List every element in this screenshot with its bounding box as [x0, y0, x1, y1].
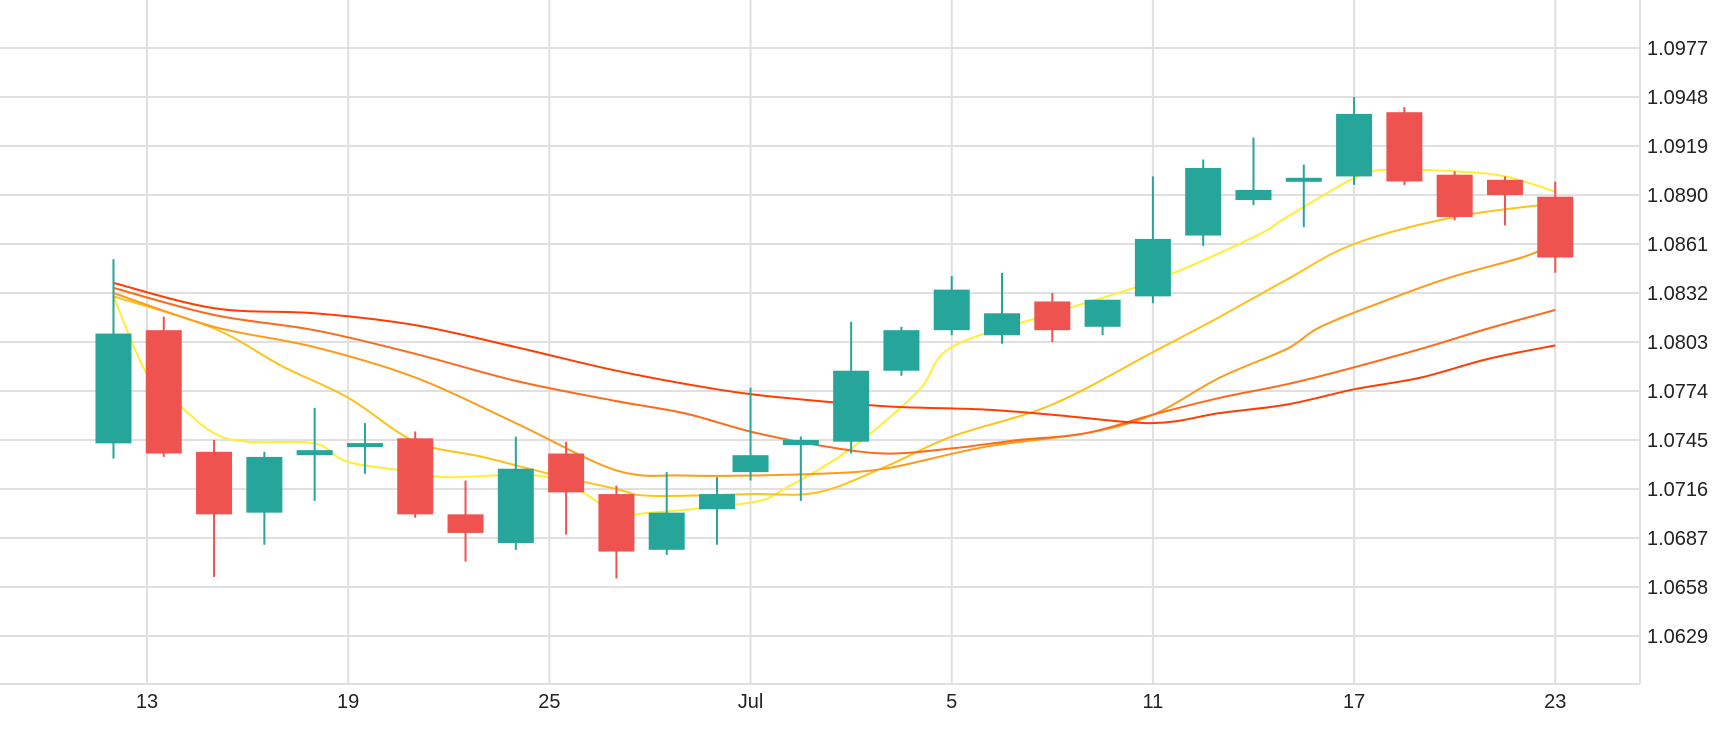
candle-body — [246, 456, 283, 513]
x-tick-label: 13 — [136, 691, 158, 713]
candle-body — [346, 443, 383, 448]
y-tick-label: 1.0890 — [1647, 185, 1708, 207]
candle-body — [933, 289, 970, 331]
candle-down — [1436, 171, 1473, 221]
candle-body — [598, 494, 635, 552]
candle-body — [1185, 167, 1222, 236]
y-tick-label: 1.0658 — [1647, 577, 1708, 599]
candle-body — [782, 440, 819, 446]
moving-average-line — [113, 202, 1556, 497]
candle-body — [145, 330, 182, 454]
candle-body — [1486, 179, 1523, 195]
candle-up — [1336, 97, 1373, 185]
candle-up — [984, 272, 1021, 344]
y-tick-label: 1.0948 — [1647, 87, 1708, 109]
candle-down — [145, 316, 182, 457]
candle-up — [1185, 159, 1222, 246]
candle-body — [397, 438, 434, 515]
candle-up — [1285, 164, 1322, 228]
candle-up — [699, 477, 736, 545]
candle-up — [933, 276, 970, 336]
candle-up — [732, 387, 769, 481]
moving-average-line — [113, 243, 1556, 477]
candle-body — [984, 313, 1021, 336]
candle-body — [1134, 238, 1171, 297]
candle-body — [699, 494, 736, 510]
y-tick-label: 1.0687 — [1647, 528, 1708, 550]
candle-body — [196, 451, 233, 515]
candles — [95, 97, 1574, 579]
candle-body — [648, 512, 685, 550]
candle-up — [497, 436, 534, 550]
candle-body — [1235, 189, 1272, 201]
candle-body — [1537, 196, 1574, 258]
candle-up — [296, 407, 333, 501]
y-tick-label: 1.0977 — [1647, 38, 1708, 60]
candle-body — [548, 453, 585, 493]
candle-body — [1034, 301, 1071, 331]
x-tick-label: 25 — [538, 691, 560, 713]
candle-body — [1386, 112, 1423, 182]
candle-down — [447, 480, 484, 562]
candle-body — [447, 514, 484, 533]
candle-down — [548, 441, 585, 535]
candle-up — [346, 423, 383, 474]
y-tick-label: 1.0803 — [1647, 332, 1708, 354]
candle-body — [833, 370, 870, 442]
axis-labels: 1.0977 1.0948 1.0919 1.0890 1.0861 1.0832 1.08… — [136, 38, 1708, 713]
candle-body — [1285, 177, 1322, 182]
y-tick-label: 1.0745 — [1647, 430, 1708, 452]
x-tick-label: Jul — [738, 691, 764, 713]
candle-body — [1084, 299, 1121, 327]
candle-down — [196, 440, 233, 577]
x-tick-label: 5 — [946, 691, 957, 713]
candle-up — [883, 326, 920, 376]
x-tick-label: 23 — [1544, 691, 1566, 713]
y-tick-label: 1.0861 — [1647, 234, 1708, 256]
candle-down — [1386, 107, 1423, 185]
candle-up — [1084, 299, 1121, 336]
candle-body — [95, 333, 132, 444]
candle-down — [1034, 293, 1071, 342]
candle-body — [883, 330, 920, 371]
grid-lines — [0, 0, 1641, 685]
x-tick-label: 11 — [1143, 691, 1164, 713]
y-tick-label: 1.0919 — [1647, 136, 1708, 158]
candle-body — [1436, 174, 1473, 217]
y-tick-label: 1.0832 — [1647, 283, 1708, 305]
x-tick-label: 19 — [337, 691, 359, 713]
candle-down — [397, 431, 434, 518]
y-tick-label: 1.0629 — [1647, 626, 1708, 648]
candle-body — [296, 450, 333, 456]
x-tick-label: 17 — [1343, 691, 1365, 713]
candle-body — [497, 468, 534, 544]
moving-average-line — [113, 281, 1556, 425]
candle-down — [1537, 181, 1574, 273]
candle-down — [1486, 176, 1523, 226]
candle-up — [246, 451, 283, 545]
candle-body — [1336, 113, 1373, 177]
y-tick-label: 1.0716 — [1647, 479, 1708, 501]
y-tick-label: 1.0774 — [1647, 381, 1708, 403]
candle-up — [833, 321, 870, 454]
candle-body — [732, 455, 769, 473]
moving-average-lines — [112, 168, 1556, 517]
candle-down — [598, 485, 635, 579]
candle-up — [782, 436, 819, 501]
candle-up — [95, 259, 132, 459]
candle-up — [1235, 137, 1272, 206]
moving-average-line — [113, 286, 1556, 455]
candle-up — [1134, 176, 1171, 304]
candle-up — [648, 472, 685, 555]
